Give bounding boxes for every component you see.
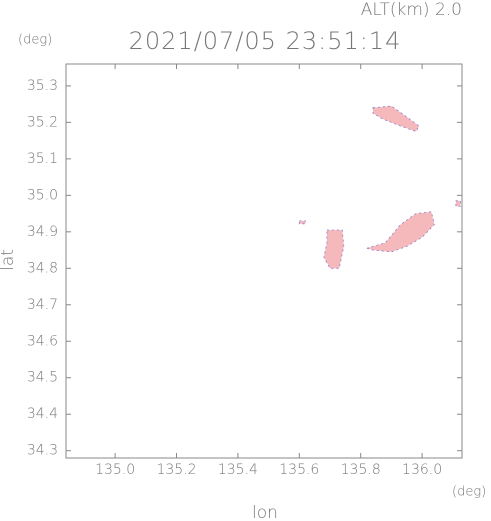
x-tick-label: 135.8 <box>341 462 381 478</box>
x-tick-label: 136.0 <box>402 462 442 478</box>
x-unit: (deg) <box>452 485 486 500</box>
y-tick-label: 34.8 <box>27 260 58 276</box>
y-tick-label: 34.9 <box>27 224 58 240</box>
x-tick-label: 135.4 <box>218 462 258 478</box>
chart-title: 2021/07/05 23:51:14 <box>129 27 402 55</box>
echo-area <box>372 105 420 132</box>
echo-area <box>455 200 461 207</box>
x-tick-label: 135.6 <box>279 462 319 478</box>
y-unit: (deg) <box>18 33 52 48</box>
x-axis-label: lon <box>252 503 278 521</box>
y-tick-label: 35.3 <box>27 78 58 94</box>
chart-subtitle: ALT(km) 2.0 <box>361 0 462 20</box>
echo-area <box>365 211 435 253</box>
y-tick-label: 35.2 <box>27 114 58 130</box>
y-tick-label: 35.0 <box>27 187 58 203</box>
y-tick-label: 34.3 <box>27 443 58 459</box>
y-axis-label: lat <box>0 249 18 271</box>
y-tick-label: 34.5 <box>27 370 58 386</box>
y-tick-label: 35.1 <box>27 151 58 167</box>
y-tick-label: 34.4 <box>27 406 58 422</box>
echo-area <box>298 220 306 225</box>
y-tick-label: 34.6 <box>27 333 58 349</box>
y-tick-label: 34.7 <box>27 297 58 313</box>
x-tick-label: 135.2 <box>156 462 196 478</box>
echo-area <box>323 229 345 269</box>
plot-frame <box>65 63 463 459</box>
x-tick-label: 135.0 <box>95 462 135 478</box>
